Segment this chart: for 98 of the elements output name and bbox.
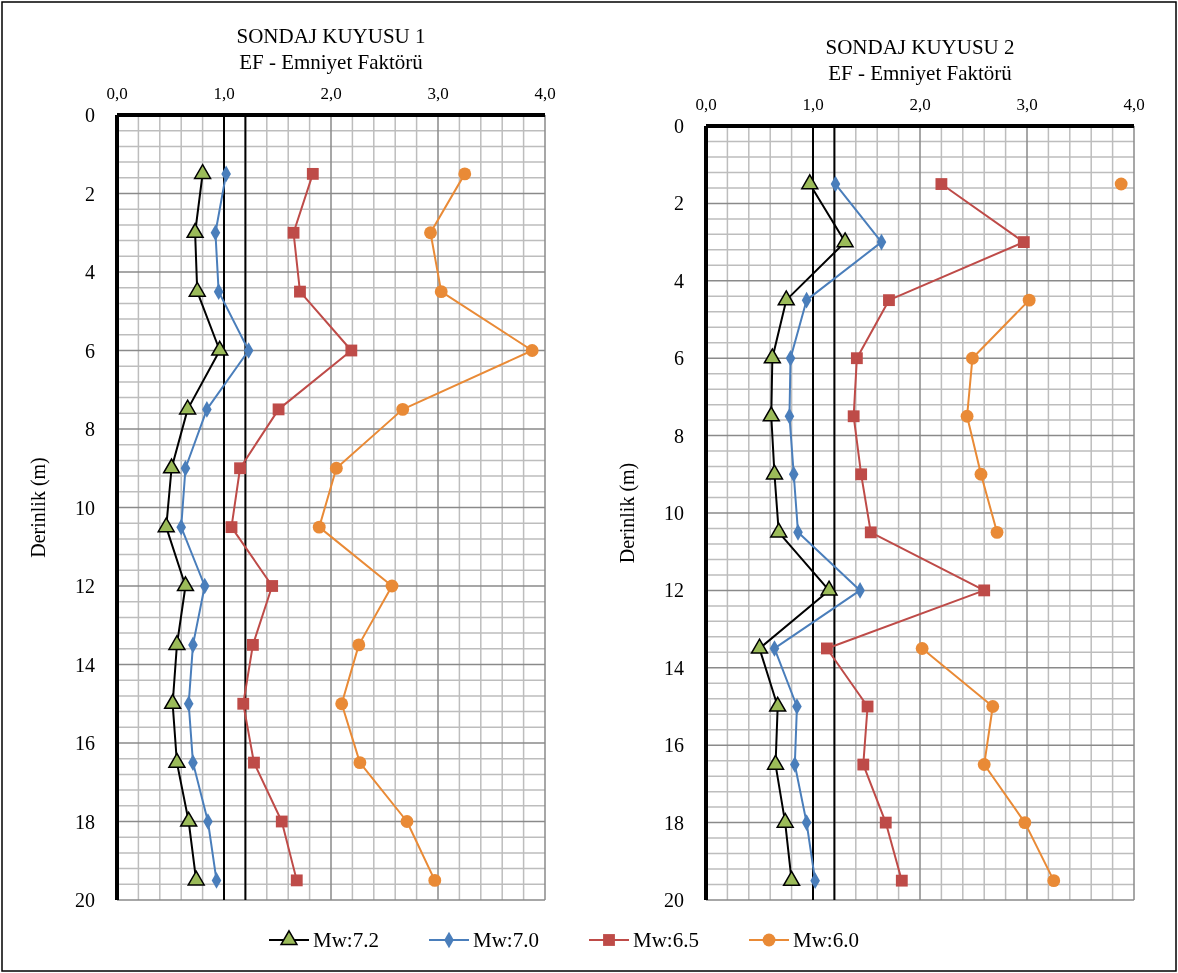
y-tick-label: 14 [664,656,684,679]
point [306,167,319,180]
point [986,700,1000,713]
point [895,874,908,887]
point [428,873,442,887]
y-tick-label: 20 [75,889,95,911]
point [765,464,784,480]
y-tick-label: 6 [85,339,95,362]
y-axis-title: Derinlik (m) [27,457,50,558]
y-tick-label: 6 [674,347,684,370]
point [434,285,448,299]
y-tick-label: 18 [664,811,684,834]
point [850,352,863,365]
point [234,462,246,475]
x-tick-label: 0,0 [695,95,717,114]
y-tick-label: 12 [664,579,684,602]
point [762,406,780,422]
x-tick-label: 1,0 [213,84,235,103]
point [820,642,833,655]
point [385,579,399,593]
point [353,756,367,770]
y-tick-label: 0 [85,104,95,126]
point [966,351,979,365]
point [400,815,414,828]
point [294,285,306,298]
y-tick-label: 20 [664,889,684,911]
y-tick-label: 2 [85,182,95,205]
point [864,526,877,539]
point [883,294,895,307]
point [248,756,260,769]
y-tick-label: 8 [85,418,95,440]
y-tick-label: 10 [75,496,95,519]
y-tick-label: 18 [75,810,95,833]
x-tick-label: 2,0 [320,84,342,103]
y-tick-label: 10 [664,502,684,524]
point [272,403,285,416]
point [935,178,948,190]
chart-subtitle: EF - Emniyet Faktörü [828,61,1013,85]
x-tick-label: 0,0 [106,84,128,103]
point [857,758,870,771]
y-tick-label: 0 [674,115,684,137]
point [176,576,195,592]
y-tick-label: 4 [85,261,95,283]
chart-title: SONDAJ KUYUSU 2 [825,35,1015,59]
y-tick-label: 16 [664,734,684,757]
point [915,642,929,655]
point [763,348,782,364]
point [977,758,991,771]
point [345,344,358,357]
chart-title: SONDAJ KUYUSU 1 [236,24,426,48]
x-tick-label: 1,0 [802,95,824,114]
legend-label: Mw:7.0 [473,928,539,953]
chart-subtitle: EF - Emniyet Faktörü [239,50,424,74]
legend-label: Mw:6.0 [793,928,859,953]
point [847,410,860,423]
x-tick-label: 4,0 [534,84,556,103]
y-tick-label: 2 [674,192,684,215]
point [335,697,349,711]
point [974,467,988,481]
y-tick-label: 16 [75,732,95,754]
y-tick-label: 4 [674,269,684,292]
point [1022,293,1036,307]
x-tick-label: 3,0 [427,84,449,103]
point [1017,236,1030,249]
point [1018,816,1032,830]
point [290,874,303,887]
point [266,580,279,592]
y-tick-label: 14 [75,653,95,676]
x-tick-label: 2,0 [909,95,931,114]
point [225,521,238,534]
point [1047,874,1061,888]
x-tick-label: 3,0 [1016,95,1038,114]
point [424,226,437,240]
point [1114,177,1128,191]
point [312,520,326,534]
x-tick-label: 4,0 [1123,95,1145,114]
point [396,402,410,416]
point [329,461,343,475]
point [777,290,795,306]
y-tick-label: 8 [674,424,684,447]
point [990,525,1004,539]
point [525,344,539,357]
point [237,697,250,710]
point [801,174,819,190]
point [352,638,366,652]
point [246,638,259,651]
point [960,409,974,423]
y-tick-label: 12 [75,575,95,597]
point [978,584,991,597]
point [855,468,868,481]
point [287,226,300,239]
legend-label: Mw:6.5 [633,928,699,953]
y-axis-title: Derinlik (m) [616,462,639,564]
point [879,816,892,829]
point [275,815,288,828]
legend-label: Mw:7.2 [313,928,379,953]
point [458,167,472,181]
point [836,232,854,248]
